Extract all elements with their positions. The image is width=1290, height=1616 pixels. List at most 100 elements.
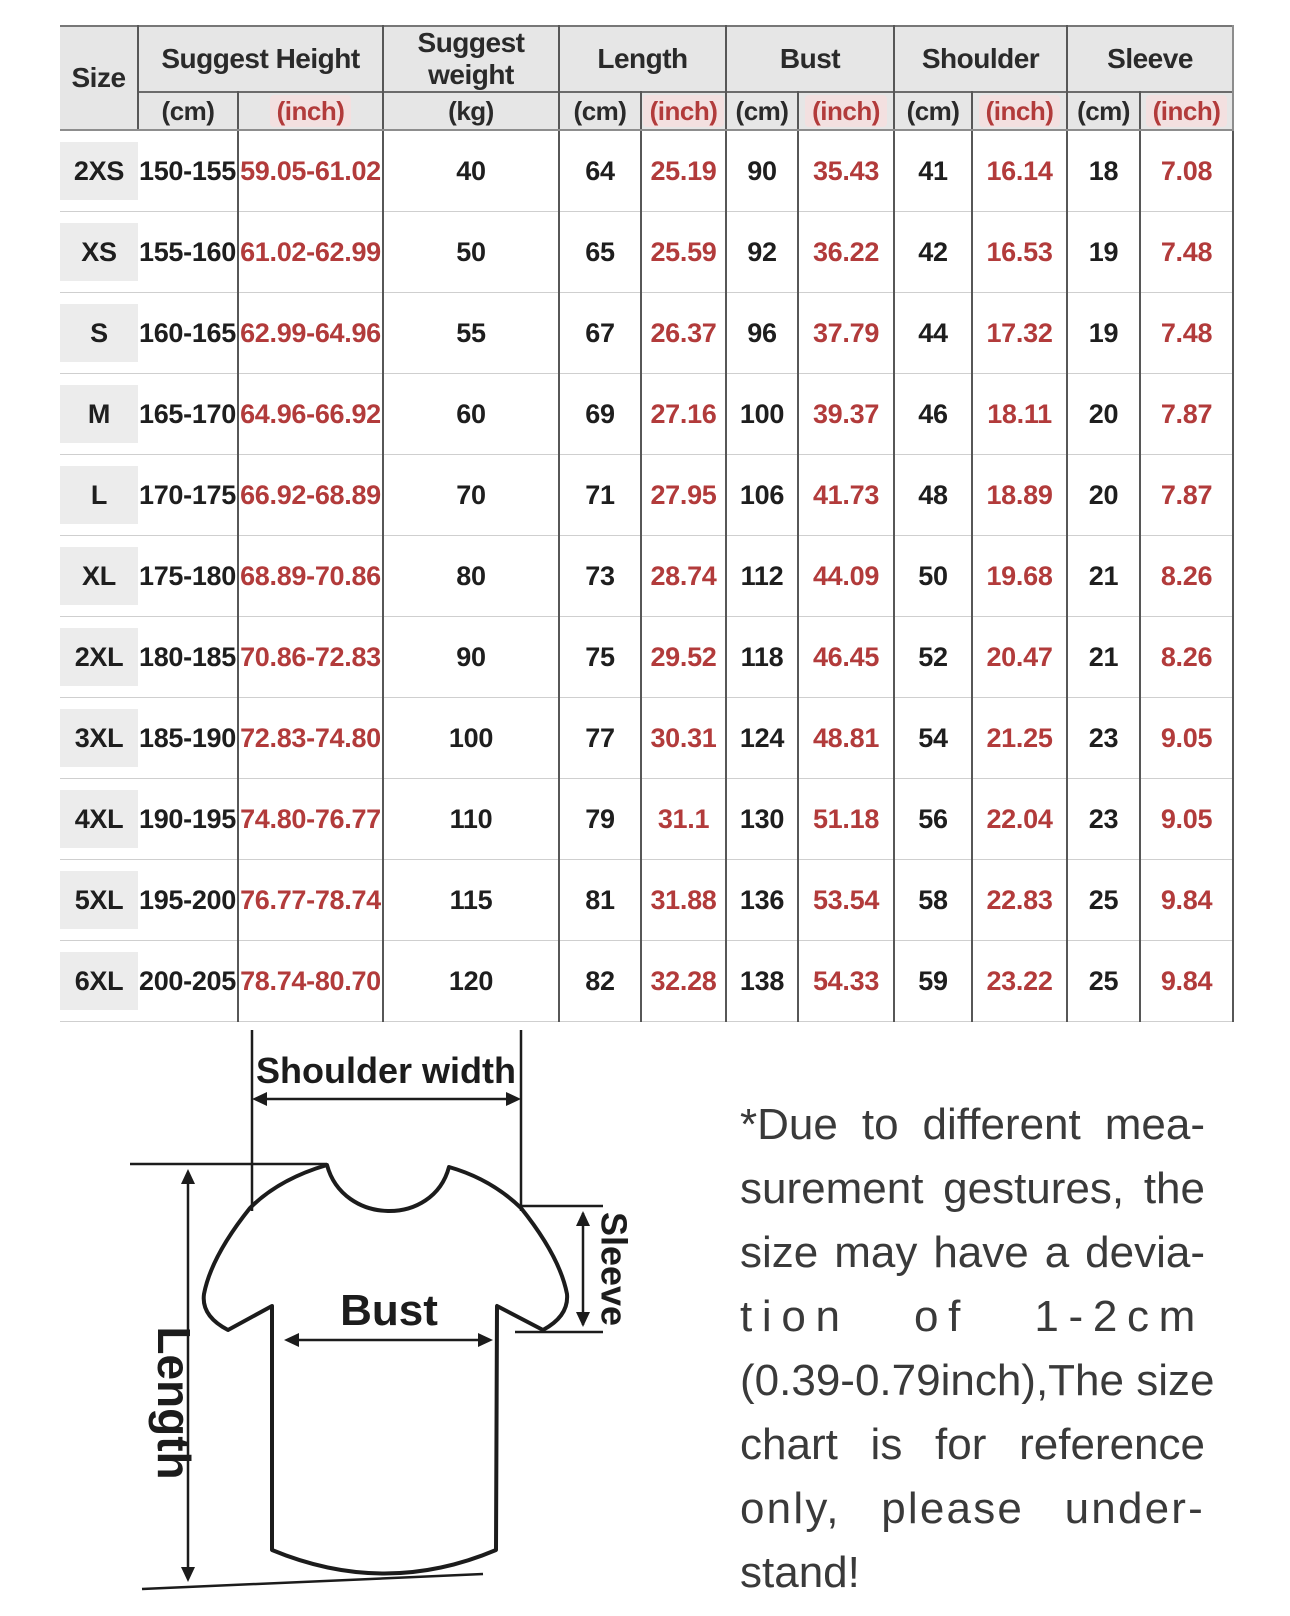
note-line: only, please under- (740, 1484, 1205, 1533)
value-cell: 118 (726, 616, 799, 698)
header-units-row: (cm) (inch) (kg) (cm) (inch) (cm) (inch)… (60, 91, 1235, 131)
value-cell: 120 (383, 940, 560, 1022)
arrowhead (284, 1333, 299, 1347)
table-row: 2XS 150-155 59.05-61.02 40 64 25.19 90 35.43 41 1… (60, 130, 1235, 212)
shoulder-width-label: Shoulder width (256, 1050, 516, 1091)
value-cell: 138 (726, 940, 799, 1022)
value-cell: 160-165 (138, 292, 239, 374)
unit-bust-cm: (cm) (726, 91, 799, 131)
value-cell: 56 (894, 778, 974, 860)
note-line: stand! (740, 1548, 860, 1597)
value-cell: 180-185 (138, 616, 239, 698)
size-chip: 4XL (60, 790, 138, 848)
value-cell: 20 (1067, 454, 1142, 536)
value-cell: 41.73 (798, 454, 896, 536)
value-cell: 25 (1067, 859, 1142, 941)
value-cell: 19.68 (972, 535, 1069, 617)
table-row: S 160-165 62.99-64.96 55 67 26.37 96 37.79 44 17.… (60, 292, 1235, 374)
value-cell: 70 (383, 454, 560, 536)
value-cell: 195-200 (138, 859, 239, 941)
value-cell: 96 (726, 292, 799, 374)
value-cell: 26.37 (641, 292, 727, 374)
value-cell: 68.89-70.86 (238, 535, 384, 617)
value-cell: 23.22 (972, 940, 1069, 1022)
bust-label: Bust (340, 1286, 438, 1335)
value-cell: 115 (383, 859, 560, 941)
value-cell: 155-160 (138, 211, 239, 293)
value-cell: 61.02-62.99 (238, 211, 384, 293)
arrowhead (576, 1211, 590, 1226)
size-cell: 6XL (60, 940, 138, 1022)
value-cell: 8.26 (1140, 616, 1235, 698)
value-cell: 90 (726, 130, 799, 212)
size-cell: XL (60, 535, 138, 617)
size-chip: L (60, 466, 138, 524)
value-cell: 8.26 (1140, 535, 1235, 617)
size-cell: 2XL (60, 616, 138, 698)
value-cell: 18.89 (972, 454, 1069, 536)
arrowhead (506, 1092, 521, 1106)
table-row: L 170-175 66.92-68.89 70 71 27.95 106 41.73 48 18… (60, 454, 1235, 536)
unit-sleeve-inch: (inch) (1140, 91, 1235, 131)
size-chip: S (60, 304, 138, 362)
arrowhead (181, 1169, 195, 1184)
size-chip: 6XL (60, 952, 138, 1010)
value-cell: 44.09 (798, 535, 896, 617)
value-cell: 21 (1067, 535, 1142, 617)
unit-shoulder-cm: (cm) (894, 91, 974, 131)
column-header-shoulder: Shoulder (894, 25, 1069, 92)
value-cell: 7.48 (1140, 292, 1235, 374)
table-row: XL 175-180 68.89-70.86 80 73 28.74 112 44.09 50 1… (60, 535, 1235, 617)
value-cell: 67 (559, 292, 642, 374)
value-cell: 79 (559, 778, 642, 860)
unit-bust-inch: (inch) (798, 91, 896, 131)
value-cell: 20 (1067, 373, 1142, 455)
value-cell: 60 (383, 373, 560, 455)
value-cell: 19 (1067, 211, 1142, 293)
size-chip: 5XL (60, 871, 138, 929)
value-cell: 32.28 (641, 940, 727, 1022)
value-cell: 53.54 (798, 859, 896, 941)
unit-shoulder-inch: (inch) (972, 91, 1069, 131)
value-cell: 50 (894, 535, 974, 617)
value-cell: 130 (726, 778, 799, 860)
value-cell: 52 (894, 616, 974, 698)
value-cell: 150-155 (138, 130, 239, 212)
size-cell: L (60, 454, 138, 536)
value-cell: 75 (559, 616, 642, 698)
size-chip: 2XS (60, 142, 138, 200)
value-cell: 7.87 (1140, 373, 1235, 455)
value-cell: 165-170 (138, 373, 239, 455)
value-cell: 18.11 (972, 373, 1069, 455)
value-cell: 27.95 (641, 454, 727, 536)
table-row: 3XL 185-190 72.83-74.80 100 77 30.31 124 48.81 5… (60, 697, 1235, 779)
value-cell: 69 (559, 373, 642, 455)
value-cell: 64.96-66.92 (238, 373, 384, 455)
value-cell: 42 (894, 211, 974, 293)
value-cell: 200-205 (138, 940, 239, 1022)
value-cell: 54 (894, 697, 974, 779)
column-header-size: Size (60, 25, 139, 131)
value-cell: 22.04 (972, 778, 1069, 860)
arrowhead (576, 1312, 590, 1327)
column-header-suggest-height: Suggest Height (138, 25, 384, 92)
value-cell: 54.33 (798, 940, 896, 1022)
tshirt-measurement-diagram: Shoulder width Length Bust Sleeve (75, 985, 695, 1616)
value-cell: 170-175 (138, 454, 239, 536)
table-row: 6XL 200-205 78.74-80.70 120 82 32.28 138 54.33 5… (60, 940, 1235, 1022)
value-cell: 22.83 (972, 859, 1069, 941)
note-line: chart is for reference (740, 1420, 1205, 1469)
value-cell: 70.86-72.83 (238, 616, 384, 698)
column-header-sleeve: Sleeve (1067, 25, 1235, 92)
size-chip: XL (60, 547, 138, 605)
size-chip: 3XL (60, 709, 138, 767)
table-row: M 165-170 64.96-66.92 60 69 27.16 100 39.37 46 18… (60, 373, 1235, 455)
value-cell: 100 (726, 373, 799, 455)
size-cell: S (60, 292, 138, 374)
value-cell: 72.83-74.80 (238, 697, 384, 779)
value-cell: 77 (559, 697, 642, 779)
table-row: 2XL 180-185 70.86-72.83 90 75 29.52 118 46.45 52… (60, 616, 1235, 698)
value-cell: 74.80-76.77 (238, 778, 384, 860)
size-chip: XS (60, 223, 138, 281)
table-row: 4XL 190-195 74.80-76.77 110 79 31.1 130 51.18 56… (60, 778, 1235, 860)
